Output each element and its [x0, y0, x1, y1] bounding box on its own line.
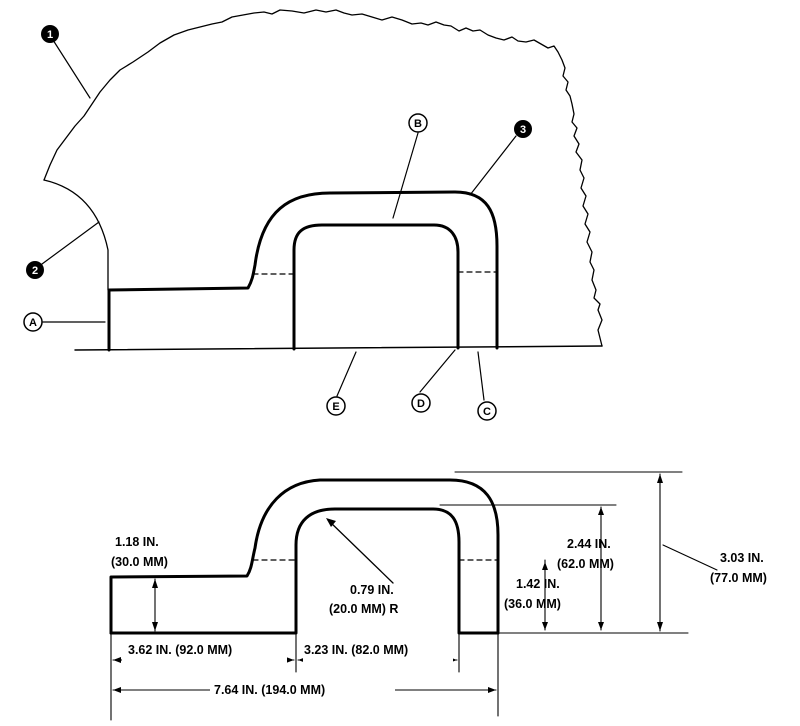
bracket-inner — [292, 223, 460, 351]
radius-in-label: 0.79 IN. — [350, 583, 394, 597]
svg-text:3: 3 — [520, 124, 526, 136]
leader-e — [336, 351, 357, 397]
radius-leader — [327, 519, 394, 584]
leader-d — [419, 349, 456, 393]
callout-1: 1 — [41, 25, 59, 43]
dimension-view: 1.18 IN. (30.0 MM) 0.79 IN. (20.0 MM) R … — [109, 471, 767, 721]
svg-text:E: E — [332, 401, 339, 413]
inner-height-mm-label: (36.0 MM) — [504, 597, 561, 611]
callout-3: 3 — [514, 120, 532, 138]
callout-e: E — [326, 396, 346, 416]
cutaway-outline — [43, 9, 603, 347]
callout-2: 2 — [26, 261, 44, 279]
inner-height-in-label: 1.42 IN. — [516, 577, 560, 591]
bracket-outer-dim — [109, 478, 500, 635]
bracket-inner-dim — [109, 507, 500, 635]
left-width-label: 3.62 IN. (92.0 MM) — [128, 643, 232, 657]
cutaway-arc — [43, 179, 109, 291]
top-view: 1 2 3 A B C D E — [23, 9, 603, 421]
svg-text:D: D — [417, 398, 425, 410]
leader-3 — [469, 135, 517, 196]
total-width-label: 7.64 IN. (194.0 MM) — [214, 683, 325, 697]
svg-text:2: 2 — [32, 265, 38, 277]
mid-height-in-label: 2.44 IN. — [567, 537, 611, 551]
callout-b: B — [408, 113, 428, 133]
base-line — [74, 345, 603, 351]
callout-a: A — [23, 312, 43, 332]
callout-c: C — [477, 401, 497, 421]
total-height-mm-label: (77.0 MM) — [710, 571, 767, 585]
step-height-mm-label: (30.0 MM) — [111, 555, 168, 569]
svg-text:A: A — [29, 317, 37, 329]
svg-text:1: 1 — [47, 29, 53, 41]
leader-1 — [52, 39, 91, 99]
bracket-outer — [107, 190, 499, 352]
svg-text:C: C — [483, 406, 491, 418]
leader-b — [392, 132, 419, 219]
total-height-leader — [662, 544, 718, 571]
radius-mm-label: (20.0 MM) R — [329, 602, 398, 616]
svg-text:B: B — [414, 118, 422, 130]
leader-c — [477, 351, 485, 401]
leader-2 — [41, 221, 100, 265]
opening-width-label: 3.23 IN. (82.0 MM) — [304, 643, 408, 657]
step-height-in-label: 1.18 IN. — [115, 535, 159, 549]
mid-height-mm-label: (62.0 MM) — [557, 557, 614, 571]
total-height-in-label: 3.03 IN. — [720, 551, 764, 565]
callout-d: D — [411, 393, 431, 413]
